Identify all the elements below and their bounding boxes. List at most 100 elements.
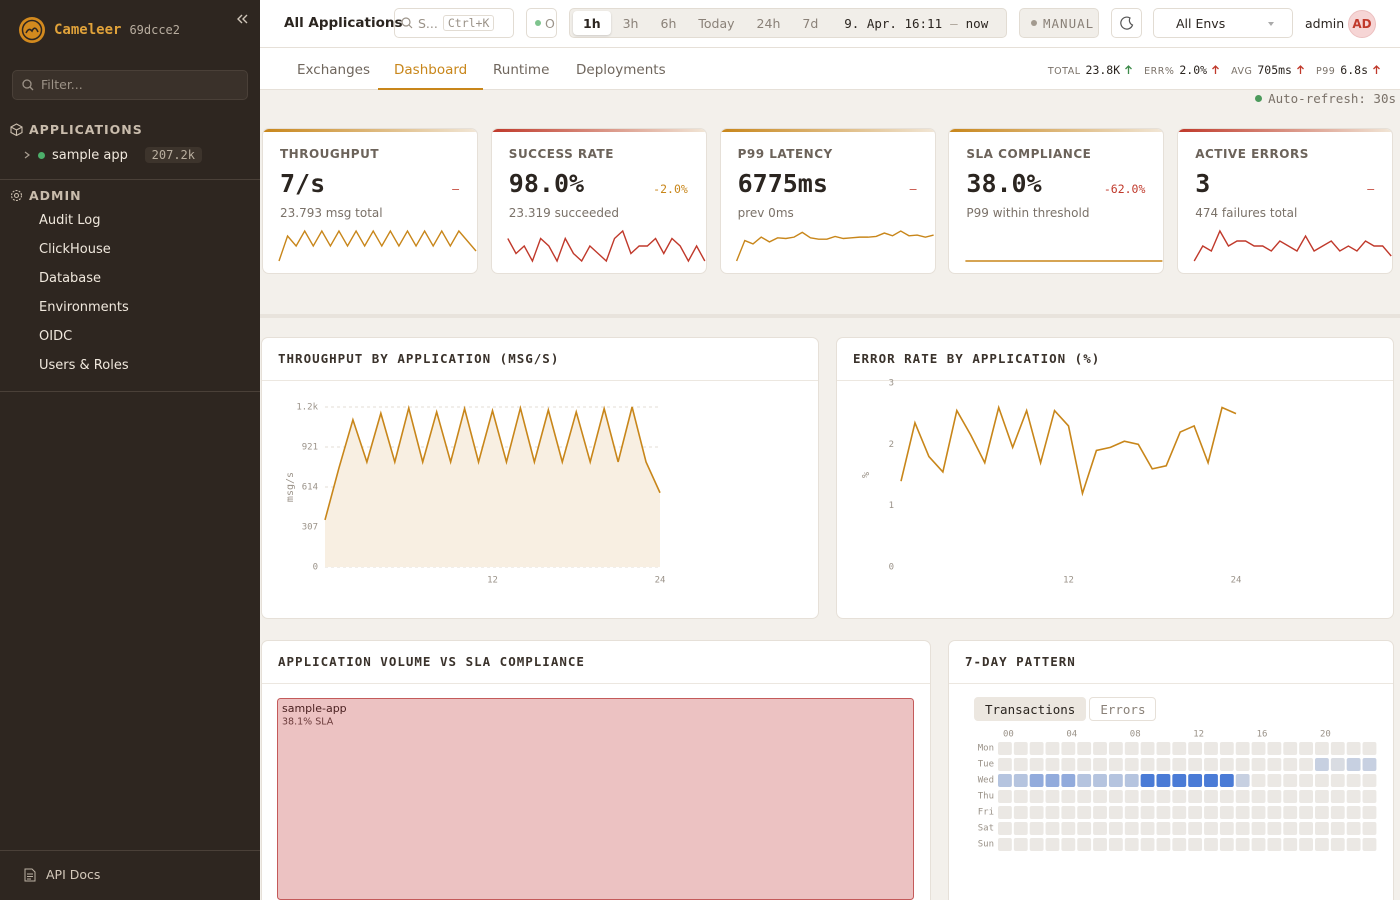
avatar[interactable]: AD — [1348, 10, 1376, 38]
nav-item[interactable]: Audit Log — [39, 213, 101, 228]
section-label: ADMIN — [29, 188, 82, 203]
kpi-value: 38.0% — [966, 169, 1042, 198]
stats: TOTAL 23.8K ERR% 2.0% AVG 705ms P99 6.8s — [1048, 63, 1380, 77]
range-button[interactable]: Today — [688, 11, 744, 35]
kpi-subtitle: prev 0ms — [737, 206, 794, 220]
search-icon — [401, 17, 413, 29]
user-name: admin — [1305, 16, 1345, 31]
stat: P99 6.8s — [1316, 63, 1380, 77]
refresh-mode[interactable]: MANUAL — [1019, 8, 1099, 38]
section-title: APPLICATIONS — [0, 118, 260, 141]
doc-icon — [24, 868, 36, 881]
chart-card: THROUGHPUT BY APPLICATION (MSG/S) — [261, 337, 819, 619]
search-icon — [22, 79, 34, 91]
range-button[interactable]: 7d — [792, 11, 828, 35]
trend-arrow — [1125, 65, 1133, 74]
range-sep: – — [950, 15, 958, 31]
stat-label: TOTAL — [1047, 66, 1081, 77]
kpi-subtitle: 23.793 msg total — [280, 206, 383, 220]
search-placeholder: S... — [418, 15, 438, 31]
app-item[interactable]: sample app 207.2k — [0, 141, 260, 169]
filter-input[interactable]: Filter... — [12, 70, 248, 100]
range-button[interactable]: 1h — [573, 11, 611, 35]
tab[interactable]: Runtime — [493, 62, 550, 78]
kpi-subtitle: P99 within threshold — [966, 206, 1090, 220]
kpi-subtitle: 23.319 succeeded — [508, 206, 620, 220]
heatmap-tab[interactable]: Errors — [1089, 697, 1157, 721]
heatmap-tabs: Transactions Errors — [974, 697, 1157, 721]
collapse-button[interactable] — [236, 12, 250, 26]
range-button[interactable]: 3h — [613, 11, 649, 35]
status-dot — [38, 151, 45, 159]
kpi-delta: – — [452, 182, 459, 196]
stat: TOTAL 23.8K — [1047, 63, 1133, 77]
shortcut: Ctrl+K — [442, 15, 495, 31]
nav-section: ADMIN Audit Log ClickHouse Database Environm… — [0, 180, 260, 392]
range-button[interactable]: 24h — [747, 11, 791, 35]
tabs: TOTAL 23.8K ERR% 2.0% AVG 705ms P99 6.8s Exchan… — [260, 48, 1400, 90]
separator — [260, 314, 1400, 318]
kpi-value: 3 — [1195, 169, 1211, 198]
kpi-accent — [491, 129, 706, 132]
tab[interactable]: Deployments — [576, 62, 666, 78]
chart-card: ERROR RATE BY APPLICATION (%) — [836, 337, 1394, 619]
env-label: All Envs — [1176, 15, 1226, 31]
chart-card: 7-DAY PATTERN — [948, 640, 1394, 900]
range-to: now — [965, 15, 989, 31]
kpi-accent — [720, 129, 935, 132]
kpi-accent — [263, 129, 477, 132]
nav-item[interactable]: ClickHouse — [39, 242, 111, 257]
app-scope[interactable]: All Applications — [284, 15, 403, 31]
logo — [19, 17, 45, 43]
search[interactable]: S... Ctrl+K — [394, 8, 514, 38]
nav-item[interactable]: OIDC — [39, 329, 73, 344]
chart-title: 7-DAY PATTERN — [949, 641, 1393, 684]
kpi-label: THROUGHPUT — [280, 147, 380, 161]
theme-toggle[interactable] — [1111, 8, 1142, 38]
nav-section: APPLICATIONS sample app 207.2k — [0, 114, 260, 180]
stat: ERR% 2.0% — [1144, 63, 1220, 77]
trend-arrow — [1297, 65, 1304, 74]
kpi-card: SUCCESS RATE 98.0% -2.0% 23.319 succeeded — [490, 128, 707, 274]
kpi-value: 98.0% — [508, 169, 585, 198]
heatmap-tab[interactable]: Transactions — [974, 697, 1087, 721]
chart-card: APPLICATION VOLUME VS SLA COMPLIANCE — [261, 640, 931, 900]
brand-name: Cameleer — [54, 22, 122, 38]
stat-value: 2.0% — [1179, 63, 1208, 77]
kpi-delta: – — [909, 182, 917, 196]
nav-item[interactable]: Environments — [39, 300, 129, 315]
trend-arrow — [1212, 65, 1220, 74]
range-button[interactable]: 6h — [651, 11, 687, 35]
kpi-label: P99 LATENCY — [737, 147, 833, 161]
nav-item[interactable]: Database — [39, 271, 102, 286]
api-docs-link[interactable]: API Docs — [0, 850, 260, 898]
api-docs-label: API Docs — [46, 867, 101, 882]
kpi-accent — [949, 129, 1164, 132]
kpi-label: SUCCESS RATE — [508, 147, 614, 161]
status-dot — [535, 20, 541, 26]
section-icon — [10, 189, 23, 202]
stat-value: 705ms — [1257, 63, 1292, 77]
chart-title: ERROR RATE BY APPLICATION (%) — [837, 338, 1393, 381]
time-range: 1h 3h 6h Today 24h 7d 9. Apr. 16:11– now — [569, 8, 1007, 38]
caret — [1268, 22, 1274, 26]
nav: APPLICATIONS sample app 207.2k ADMIN Audit L… — [0, 114, 260, 392]
range-span[interactable]: 9. Apr. 16:11– now — [844, 16, 988, 31]
env-select[interactable]: All Envs — [1153, 8, 1293, 38]
kpi-delta: -2.0% — [653, 182, 688, 196]
sidebar: Cameleer 69dcce2 Filter... APPLICATIONS s… — [0, 0, 260, 900]
status-pill[interactable]: O — [526, 8, 557, 38]
kpi-card: THROUGHPUT 7/s – 23.793 msg total — [262, 128, 478, 274]
filter-placeholder: Filter... — [41, 77, 83, 92]
tab[interactable]: Exchanges — [297, 62, 370, 78]
refresh-dot — [1031, 20, 1037, 26]
kpi-card: ACTIVE ERRORS 3 – 474 failures total — [1177, 128, 1394, 274]
chart-title: THROUGHPUT BY APPLICATION (MSG/S) — [262, 338, 818, 381]
auto-refresh-label: Auto-refresh: 30s — [1268, 91, 1396, 106]
tab[interactable]: Dashboard — [378, 48, 484, 90]
nav-item[interactable]: Users & Roles — [39, 358, 129, 373]
auto-refresh: Auto-refresh: 30s — [1255, 91, 1396, 106]
stat: AVG 705ms — [1231, 63, 1304, 77]
version: 69dcce2 — [129, 23, 181, 37]
